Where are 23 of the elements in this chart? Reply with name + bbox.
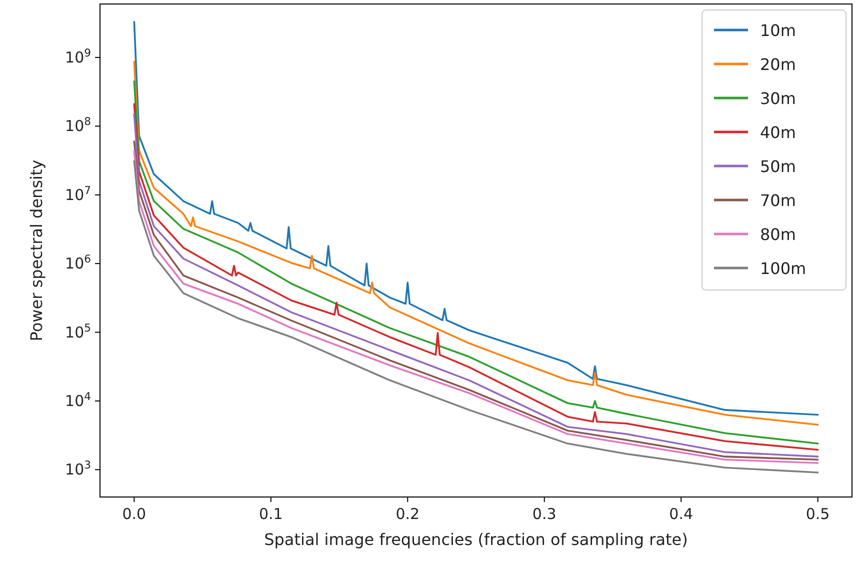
x-tick-label: 0.0 [122, 505, 146, 523]
x-tick-label: 0.3 [532, 505, 556, 523]
legend-label: 40m [760, 123, 796, 142]
y-tick-label: 10$^{3}$ [65, 458, 91, 479]
legend-label: 50m [760, 157, 796, 176]
y-tick-label: 10$^{8}$ [65, 114, 92, 136]
legend-label: 30m [760, 89, 796, 108]
legend-label: 80m [760, 225, 796, 244]
legend-label: 70m [760, 191, 796, 210]
legend-label: 100m [760, 259, 806, 278]
x-axis-title: Spatial image frequencies (fraction of sampling rate) [264, 530, 688, 549]
y-tick-label: 10$^{5}$ [65, 320, 91, 342]
y-tick-label: 10$^{9}$ [65, 46, 92, 66]
y-tick-label: 10$^{4}$ [65, 389, 92, 410]
y-tick-label: 10$^{7}$ [65, 183, 91, 204]
y-axis-title: Power spectral density [27, 160, 46, 342]
x-tick-label: 0.2 [396, 505, 420, 523]
y-tick-label: 10$^{6}$ [65, 252, 92, 273]
legend-label: 10m [760, 21, 796, 40]
legend-label: 20m [760, 55, 796, 74]
x-tick-label: 0.4 [669, 505, 694, 523]
x-tick-label: 0.1 [258, 505, 283, 523]
x-tick-label: 0.5 [806, 505, 830, 523]
